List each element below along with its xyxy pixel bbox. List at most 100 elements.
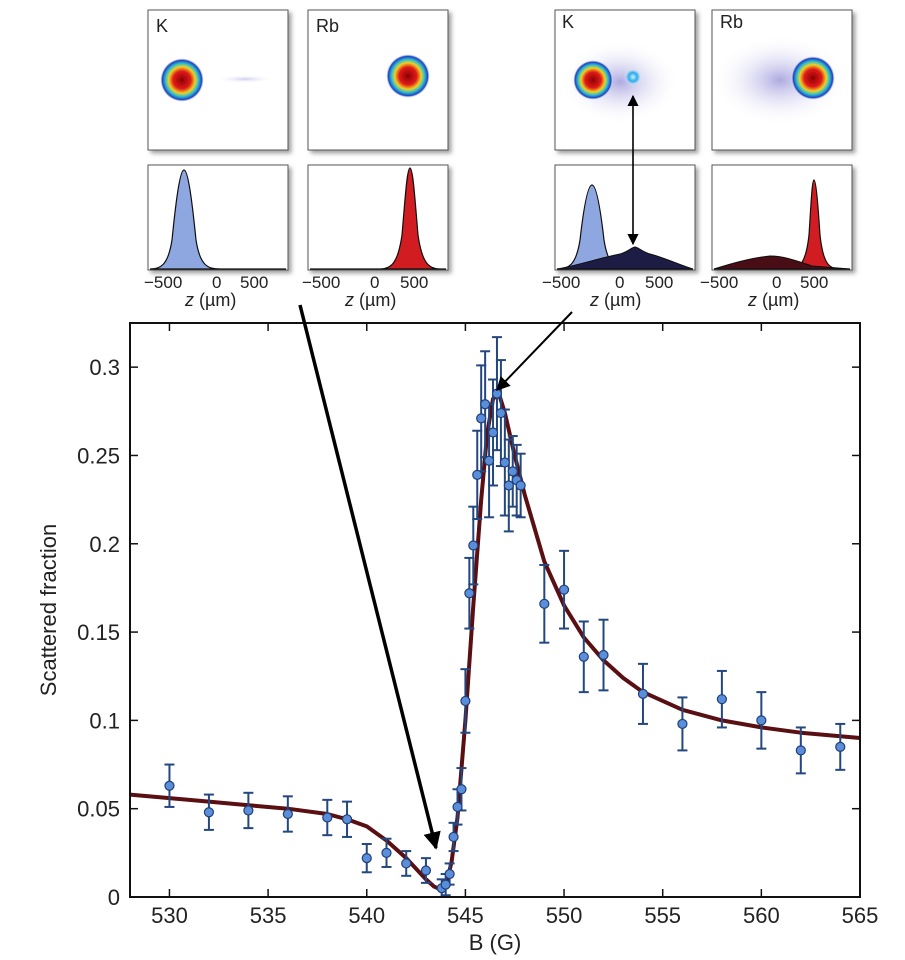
- inset-label-k-right: K: [562, 12, 574, 32]
- data-point: [598, 649, 609, 661]
- inset-label-rb-left: Rb: [316, 16, 339, 36]
- data-point: [361, 853, 372, 864]
- x-tick-label: 540: [348, 903, 385, 928]
- data-point: [507, 466, 518, 477]
- x-tick-label: 550: [546, 903, 583, 928]
- inset-image-k-left: [147, 9, 289, 151]
- svg-text:500: 500: [240, 273, 268, 292]
- arrow-to-minimum: [298, 304, 441, 850]
- svg-text:500: 500: [645, 273, 673, 292]
- insets-right: K Rb −500 0 500 −500 0: [542, 9, 853, 310]
- svg-text:0: 0: [212, 273, 221, 292]
- x-ticks: 530 535 540 545 550 555 560 565: [151, 323, 878, 928]
- data-point: [456, 784, 467, 795]
- inset-ticks-right-rb: −500 0 500: [700, 273, 828, 292]
- svg-text:500: 500: [800, 273, 828, 292]
- data-point: [637, 688, 649, 699]
- data-point: [472, 469, 483, 480]
- y-tick-label: 0.1: [89, 708, 120, 733]
- data-point: [480, 399, 491, 410]
- y-tick-label: 0: [108, 885, 120, 910]
- atom-cloud-rb-right: [791, 56, 835, 100]
- atom-cloud-rb: [386, 54, 430, 98]
- errorbar-layer: [164, 336, 846, 898]
- data-point: [452, 801, 463, 813]
- scattered-spot: [624, 68, 642, 86]
- profile-k-peak: [149, 169, 286, 270]
- arrow-to-peak: [496, 311, 573, 392]
- y-ticks: 0 0.05 0.1 0.15 0.2 0.25 0.3: [77, 355, 860, 910]
- data-point: [495, 407, 507, 419]
- inset-xlabel-left-rb: z (µm): [344, 290, 396, 310]
- svg-text:−500: −500: [542, 273, 580, 292]
- fit-line: [129, 391, 861, 892]
- inset-image-k-right: [554, 9, 696, 151]
- inset-profile-k-left: [147, 164, 289, 271]
- data-point: [444, 868, 455, 880]
- data-point: [440, 879, 451, 890]
- data-point: [503, 480, 514, 491]
- data-point: [578, 651, 589, 662]
- points-layer: [164, 388, 846, 894]
- profile-scattered-dark-red: [713, 255, 851, 270]
- inset-xlabel-right-rb: z (µm): [747, 290, 799, 310]
- inset-xlabel-right-k: z (µm): [589, 290, 641, 310]
- data-point: [716, 694, 727, 705]
- x-tick-label: 545: [447, 903, 484, 928]
- svg-text:−500: −500: [700, 273, 738, 292]
- data-point: [539, 598, 550, 609]
- data-point: [468, 540, 479, 551]
- data-point: [460, 695, 471, 707]
- data-point: [487, 427, 499, 438]
- inset-profile-rb-left: [307, 164, 449, 271]
- svg-text:−500: −500: [144, 273, 182, 292]
- data-point: [203, 807, 215, 818]
- svg-text:−500: −500: [302, 273, 340, 292]
- inset-image-rb-left: [307, 9, 449, 151]
- y-tick-label: 0.2: [89, 532, 120, 557]
- svg-text:500: 500: [400, 273, 428, 292]
- inset-xlabel-left-k: z (µm): [184, 290, 236, 310]
- inset-ticks-left-k: −500 0 500: [144, 273, 268, 292]
- data-point: [381, 847, 392, 858]
- inset-profile-k-right: [554, 164, 696, 271]
- data-point: [515, 480, 526, 491]
- x-tick-label: 530: [151, 903, 188, 928]
- svg-text:0: 0: [772, 273, 781, 292]
- y-tick-label: 0.3: [89, 355, 120, 380]
- data-point: [558, 584, 570, 595]
- inset-label-k-left: K: [156, 16, 168, 36]
- profile-rb-peak: [310, 167, 446, 270]
- y-tick-label: 0.05: [77, 797, 120, 822]
- y-tick-label: 0.25: [77, 443, 120, 468]
- inset-ticks-right-k: −500 0 500: [542, 273, 673, 292]
- inset-label-rb-right: Rb: [720, 12, 743, 32]
- profile-scattered-dark: [556, 246, 694, 270]
- x-tick-label: 560: [743, 903, 780, 928]
- data-point: [491, 388, 503, 399]
- inset-profile-rb-right: [711, 164, 853, 271]
- data-point: [322, 812, 333, 823]
- data-point: [243, 805, 254, 816]
- x-axis-label: B (G): [469, 930, 522, 955]
- x-tick-label: 555: [644, 903, 681, 928]
- svg-text:0: 0: [615, 273, 624, 292]
- data-point: [483, 455, 495, 466]
- y-axis-label: Scattered fraction: [36, 524, 61, 696]
- inset-ticks-left-rb: −500 0 500: [302, 273, 428, 292]
- data-point: [499, 457, 510, 468]
- data-point: [835, 741, 846, 752]
- atom-cloud-k: [160, 58, 204, 102]
- insets-left: K Rb −500 0 500 −500 0 500 z (µm) z (µm: [144, 9, 449, 310]
- y-tick-label: 0.15: [77, 620, 120, 645]
- data-point: [677, 718, 688, 730]
- x-tick-label: 565: [842, 903, 879, 928]
- data-point: [164, 780, 175, 791]
- data-point: [476, 413, 487, 424]
- atom-cloud-k-scattered: [573, 60, 613, 100]
- data-point: [756, 715, 767, 726]
- data-point: [341, 814, 353, 825]
- x-tick-label: 535: [250, 903, 287, 928]
- plot-frame: [129, 322, 861, 898]
